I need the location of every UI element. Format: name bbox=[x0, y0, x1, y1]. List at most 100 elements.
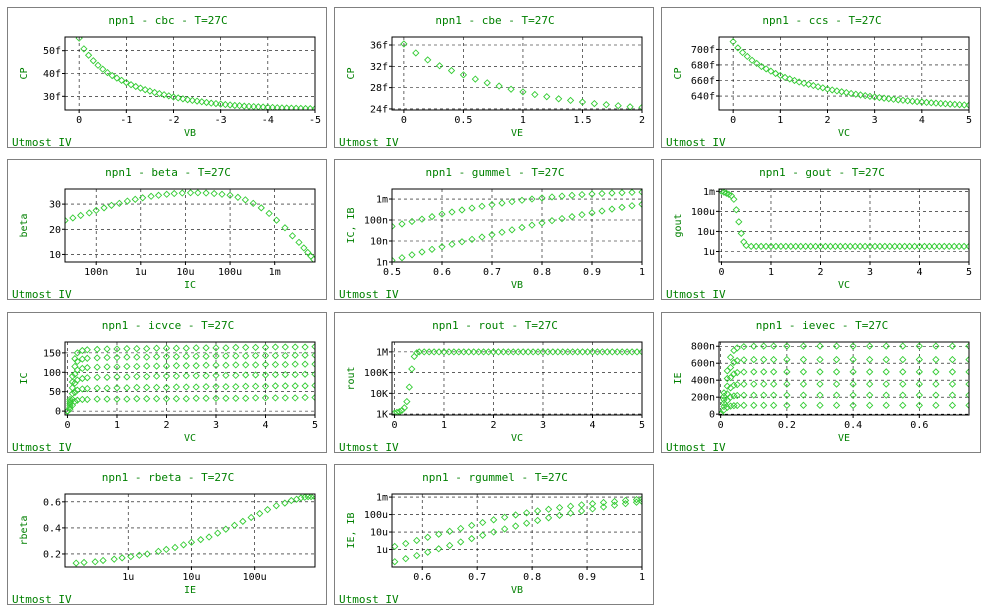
data-point bbox=[311, 343, 315, 351]
y-tick-label: 150 bbox=[43, 348, 61, 359]
data-point bbox=[908, 97, 917, 105]
data-point bbox=[747, 242, 755, 251]
data-point bbox=[251, 343, 260, 352]
data-point bbox=[83, 346, 91, 354]
data-point bbox=[750, 368, 758, 376]
data-point bbox=[723, 390, 731, 398]
data-point bbox=[182, 352, 190, 361]
x-tick-label: 0.9 bbox=[583, 267, 601, 278]
x-tick-label: 1u bbox=[135, 267, 147, 278]
data-point bbox=[251, 394, 260, 402]
data-point bbox=[143, 550, 151, 558]
data-point bbox=[123, 344, 131, 353]
data-markers bbox=[392, 189, 642, 262]
data-point bbox=[960, 242, 968, 251]
data-point bbox=[113, 74, 121, 82]
x-tick-label: 5 bbox=[966, 267, 972, 278]
data-point bbox=[271, 351, 280, 360]
data-point bbox=[730, 392, 738, 400]
data-point bbox=[737, 229, 745, 238]
data-point bbox=[610, 501, 619, 509]
data-point bbox=[842, 88, 850, 97]
chart-panel-gout: npn1 - gout - T=27C 0 1 2 3 4 5 1u 10u 100u 1m VC go… bbox=[661, 159, 981, 301]
data-point bbox=[232, 343, 240, 352]
data-point bbox=[750, 342, 758, 350]
data-point bbox=[311, 370, 315, 378]
data-point bbox=[295, 238, 303, 247]
data-point bbox=[915, 391, 923, 399]
data-point bbox=[757, 242, 765, 251]
panel-footer-label: Utmost IV bbox=[339, 441, 399, 454]
data-point bbox=[68, 378, 77, 386]
data-point bbox=[212, 383, 220, 391]
data-point bbox=[965, 391, 969, 399]
y-tick-label: 1u bbox=[703, 247, 715, 258]
data-point bbox=[108, 71, 116, 80]
data-point bbox=[242, 394, 250, 402]
data-point bbox=[799, 401, 808, 409]
panel-footer-label: Utmost IV bbox=[666, 288, 726, 301]
data-point bbox=[257, 204, 265, 212]
data-point bbox=[408, 251, 416, 259]
data-point bbox=[816, 380, 824, 388]
data-point bbox=[599, 498, 608, 507]
data-point bbox=[392, 558, 399, 566]
data-point bbox=[618, 203, 626, 212]
chart-panel-beta: npn1 - beta - T=27C 100n 1u 10u 100u 1m 10 20 30… bbox=[7, 159, 327, 301]
data-point bbox=[122, 78, 130, 87]
data-point bbox=[851, 242, 859, 251]
data-point bbox=[93, 395, 101, 403]
chart-title: npn1 - cbe - T=27C bbox=[435, 14, 554, 27]
y-tick-label: 50 bbox=[49, 387, 61, 398]
data-point bbox=[71, 397, 79, 406]
data-point bbox=[927, 99, 935, 107]
data-point bbox=[291, 343, 299, 351]
x-axis-label: VC bbox=[838, 128, 850, 139]
data-point bbox=[171, 543, 179, 552]
data-point bbox=[946, 100, 954, 108]
data-point bbox=[425, 348, 433, 356]
data-point bbox=[760, 391, 768, 399]
x-tick-label: 0 bbox=[730, 115, 736, 126]
y-axis-label: CP bbox=[673, 67, 684, 79]
data-point bbox=[723, 382, 731, 390]
data-point bbox=[256, 509, 264, 518]
chart-title: npn1 - ccs - T=27C bbox=[762, 14, 881, 27]
data-point bbox=[123, 395, 131, 403]
data-point bbox=[733, 357, 741, 365]
data-point bbox=[720, 399, 728, 407]
y-tick-label: 10u bbox=[370, 528, 388, 539]
data-point bbox=[832, 368, 841, 376]
data-point bbox=[861, 91, 869, 100]
data-point bbox=[89, 57, 97, 65]
x-tick-label: 100u bbox=[243, 572, 267, 583]
x-axis-label: IC bbox=[184, 280, 196, 291]
y-tick-label: 30 bbox=[49, 200, 61, 211]
data-point bbox=[232, 361, 240, 369]
data-point bbox=[932, 355, 940, 364]
data-point bbox=[154, 191, 163, 199]
data-point bbox=[511, 522, 520, 530]
chart-gummel: npn1 - gummel - T=27C 0.5 0.6 0.7 0.8 0.9 1 1n 1… bbox=[339, 166, 645, 301]
data-point bbox=[599, 503, 608, 511]
data-point bbox=[882, 401, 890, 409]
data-point bbox=[948, 391, 957, 399]
data-point bbox=[232, 394, 240, 402]
data-point bbox=[471, 75, 479, 83]
data-point bbox=[169, 93, 178, 101]
data-point bbox=[413, 551, 421, 560]
data-point bbox=[217, 100, 225, 108]
data-point bbox=[301, 393, 309, 402]
data-point bbox=[849, 342, 857, 350]
data-point bbox=[866, 242, 874, 251]
data-point bbox=[574, 348, 582, 356]
data-point bbox=[438, 243, 446, 251]
data-point bbox=[455, 348, 463, 356]
data-point bbox=[152, 344, 161, 352]
chart-cbe: npn1 - cbe - T=27C 0 0.5 1 1.5 2 24f 28f 32f 36f V… bbox=[339, 14, 645, 149]
data-point bbox=[750, 355, 758, 364]
data-point bbox=[638, 348, 642, 356]
data-point bbox=[424, 56, 432, 64]
data-point bbox=[948, 355, 957, 364]
data-point bbox=[93, 373, 101, 381]
